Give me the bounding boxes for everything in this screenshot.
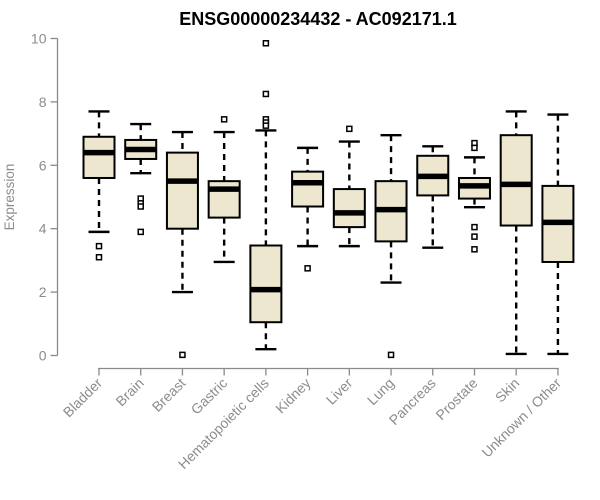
x-category-label-lung: Lung	[364, 375, 397, 408]
y-tick-label: 8	[39, 94, 47, 110]
y-tick-label: 10	[31, 31, 47, 47]
x-category-label-brain: Brain	[112, 375, 146, 409]
outlier-point-kidney	[304, 265, 311, 272]
outlier-point-hematopoietic-cells	[262, 90, 270, 98]
outlier-point-hematopoietic-cells	[262, 40, 270, 47]
y-tick-label: 6	[39, 157, 47, 173]
box-kidney	[291, 170, 325, 208]
box-skin	[499, 134, 533, 227]
x-category-label-bladder: Bladder	[60, 375, 106, 421]
box-liver	[332, 188, 366, 229]
x-category-label-prostate: Prostate	[432, 375, 480, 423]
outlier-point-bladder	[95, 242, 103, 250]
y-tick-label: 0	[39, 348, 47, 364]
outlier-point-lung	[387, 351, 395, 359]
box-hematopoietic-cells	[249, 244, 283, 324]
x-category-label-kidney: Kidney	[272, 375, 314, 417]
x-category-label-breast: Breast	[149, 375, 189, 415]
outlier-point-brain	[137, 228, 144, 236]
chart-title: ENSG00000234432 - AC092171.1	[179, 9, 457, 29]
outlier-point-prostate	[471, 223, 478, 231]
outlier-point-hematopoietic-cells	[262, 122, 270, 129]
outlier-point-brain	[137, 203, 144, 210]
outlier-point-breast	[179, 351, 186, 359]
y-axis-label: Expression	[2, 164, 17, 231]
y-tick-label: 4	[39, 221, 47, 237]
outlier-point-liver	[346, 125, 353, 133]
outlier-point-prostate	[471, 246, 478, 253]
outlier-point-gastric	[220, 116, 228, 123]
x-category-label-liver: Liver	[323, 375, 356, 408]
boxes-layer	[82, 40, 575, 359]
box-bladder	[82, 135, 116, 179]
outlier-point-bladder	[95, 253, 103, 261]
outlier-point-prostate	[471, 144, 478, 152]
y-tick-label: 2	[39, 284, 47, 300]
outlier-point-prostate	[471, 233, 478, 240]
x-category-label-unknown-other: Unknown / Other	[478, 375, 564, 461]
box-breast	[165, 151, 199, 230]
x-category-label-skin: Skin	[492, 375, 523, 406]
